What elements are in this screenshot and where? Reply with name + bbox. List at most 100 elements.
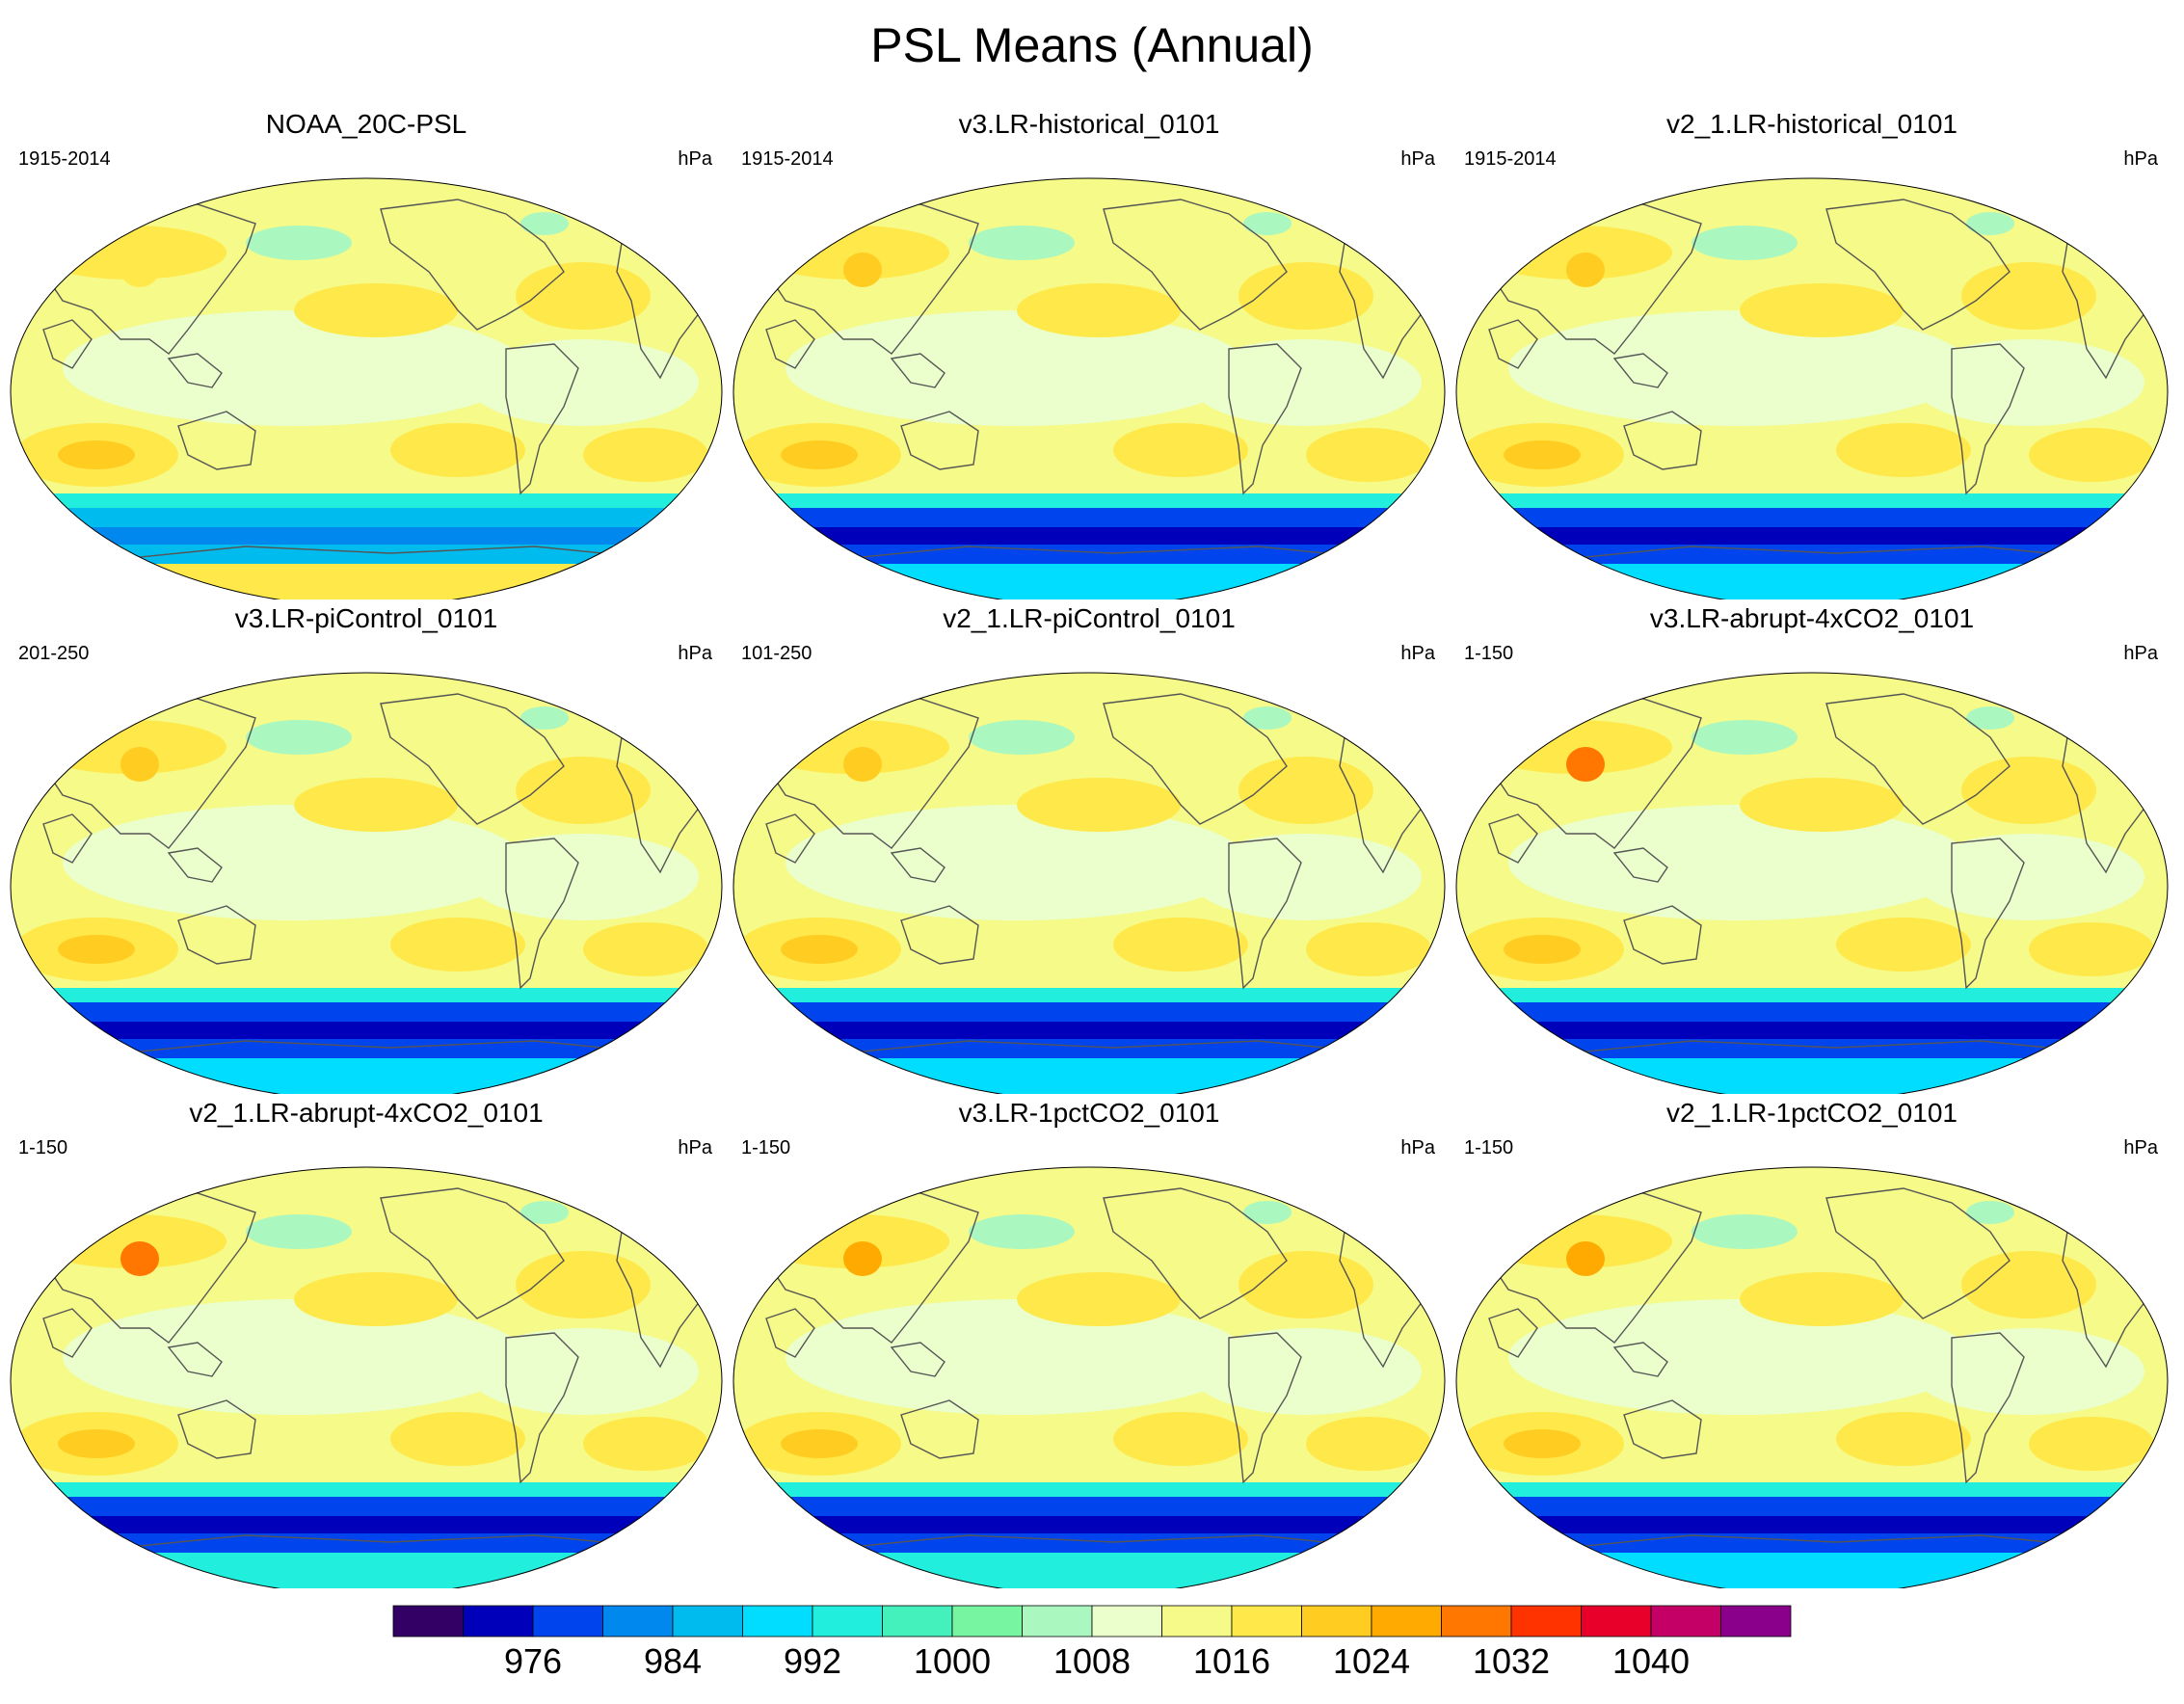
- north-pacific-high: [294, 778, 458, 832]
- map-outline: [732, 177, 1446, 599]
- panel-units: hPa: [1400, 148, 1435, 170]
- southern-ocean-band-1: [1456, 988, 2168, 1002]
- southern-ocean-band-4: [11, 545, 722, 564]
- southern-ocean-band-2: [1456, 1002, 2168, 1022]
- map-panel: v3.LR-historical_0101 1915-2014 hPa: [728, 108, 1451, 599]
- southern-ocean-band-1: [733, 988, 1445, 1002]
- south-atlantic-high: [583, 922, 708, 976]
- south-pacific-high: [1836, 423, 1971, 477]
- panel-title: v3.LR-1pctCO2_0101: [958, 1098, 1220, 1128]
- map-panel: v3.LR-1pctCO2_0101 1-150 hPa: [728, 1097, 1451, 1588]
- southern-ocean-band-1: [11, 1482, 722, 1497]
- southern-ocean-band-1: [733, 1482, 1445, 1497]
- tropical-low-band-east: [467, 834, 699, 920]
- colorbar-swatch: [1371, 1605, 1442, 1637]
- colorbar-swatch: [672, 1605, 743, 1637]
- south-indian-high-core: [1504, 440, 1581, 469]
- map-plot: [10, 177, 723, 599]
- colorbar-label: 1032: [1473, 1641, 1550, 1681]
- southern-ocean-band-3: [11, 1516, 722, 1533]
- panel-title: v2_1.LR-1pctCO2_0101: [1666, 1098, 1958, 1128]
- tropical-low-band-east: [1913, 339, 2144, 426]
- tropical-low-band: [1508, 805, 1971, 920]
- southern-ocean-band-2: [1456, 1497, 2168, 1516]
- icelandic-low: [520, 1201, 569, 1224]
- panel-units: hPa: [678, 1137, 712, 1158]
- map-panel: v2_1.LR-historical_0101 1915-2014 hPa: [1451, 108, 2173, 599]
- colorbar-swatch: [463, 1605, 534, 1637]
- colorbar-label: 1040: [1612, 1641, 1690, 1681]
- southern-ocean-band-4: [1456, 1533, 2168, 1553]
- colorbar-swatch: [392, 1605, 464, 1637]
- panel-title: v2_1.LR-historical_0101: [1666, 109, 1958, 139]
- colorbar-swatch: [1091, 1605, 1162, 1637]
- map-outline: [732, 1166, 1446, 1588]
- tropical-low-band-east: [1913, 834, 2144, 920]
- aleutian-low: [1691, 226, 1798, 260]
- figure-title: PSL Means (Annual): [870, 18, 1314, 72]
- panel-title: NOAA_20C-PSL: [265, 109, 467, 139]
- panel-years: 1915-2014: [1464, 148, 1557, 170]
- north-atlantic-high: [1238, 757, 1373, 824]
- panel-years: 1-150: [1464, 1137, 1514, 1158]
- southern-ocean-band-4: [11, 1039, 722, 1058]
- panel-years: 1915-2014: [741, 148, 834, 170]
- south-pacific-high: [1113, 918, 1248, 972]
- icelandic-low: [1966, 706, 2014, 730]
- map-outline: [10, 177, 723, 599]
- southern-ocean-band-1: [733, 493, 1445, 508]
- south-pacific-high: [1836, 1412, 1971, 1466]
- map-panel: v2_1.LR-abrupt-4xCO2_0101 1-150 hPa: [5, 1097, 728, 1588]
- tropical-low-band-east: [1190, 834, 1422, 920]
- panel-years: 1-150: [741, 1137, 791, 1158]
- map-panel: v2_1.LR-piControl_0101 101-250 hPa: [728, 602, 1451, 1094]
- tibetan-high-core: [120, 1241, 159, 1276]
- map-plot: [732, 1166, 1446, 1588]
- southern-ocean-band-3: [1456, 527, 2168, 545]
- colorbar-swatch: [532, 1605, 603, 1637]
- antarctica-field: [1456, 564, 2168, 599]
- panel-years: 1915-2014: [18, 148, 111, 170]
- colorbar-swatch: [812, 1605, 883, 1637]
- southern-ocean-band-3: [11, 1022, 722, 1039]
- aleutian-low: [246, 226, 352, 260]
- southern-ocean-band-3: [733, 1516, 1445, 1533]
- north-atlantic-high: [1961, 262, 2096, 330]
- south-pacific-high: [390, 1412, 525, 1466]
- icelandic-low: [1243, 212, 1292, 235]
- north-atlantic-high: [1961, 1251, 2096, 1318]
- southern-ocean-band-2: [11, 508, 722, 527]
- southern-ocean-band-4: [733, 1039, 1445, 1058]
- panel-years: 101-250: [741, 643, 812, 664]
- southern-ocean-band-4: [1456, 545, 2168, 564]
- aleutian-low: [246, 1214, 352, 1249]
- antarctica-field: [11, 564, 722, 599]
- panel-units: hPa: [678, 148, 712, 170]
- southern-ocean-band-4: [733, 545, 1445, 564]
- map-outline: [1455, 177, 2169, 599]
- panel-years: 1-150: [18, 1137, 68, 1158]
- southern-ocean-band-1: [1456, 493, 2168, 508]
- icelandic-low: [1966, 1201, 2014, 1224]
- aleutian-low: [969, 1214, 1075, 1249]
- north-pacific-high: [1017, 1272, 1181, 1326]
- tropical-low-band-east: [467, 1328, 699, 1415]
- colorbar-label: 1016: [1193, 1641, 1270, 1681]
- southern-ocean-band-3: [1456, 1022, 2168, 1039]
- southern-ocean-band-4: [11, 1533, 722, 1553]
- south-pacific-high: [1113, 423, 1248, 477]
- south-atlantic-high: [583, 428, 708, 482]
- map-plot: [10, 672, 723, 1094]
- tibetan-high-core: [1566, 1241, 1605, 1276]
- southern-ocean-band-3: [733, 527, 1445, 545]
- colorbar-swatch: [602, 1605, 674, 1637]
- south-pacific-high: [1113, 1412, 1248, 1466]
- north-atlantic-high: [516, 1251, 651, 1318]
- coastlines: [756, 199, 1432, 562]
- southern-ocean-band-4: [733, 1533, 1445, 1553]
- south-indian-high-core: [58, 1429, 135, 1458]
- map-panel: v3.LR-abrupt-4xCO2_0101 1-150 hPa: [1451, 602, 2173, 1094]
- colorbar: 976 984 992 1000 1008 1016 1024 1032 1040: [392, 1605, 1792, 1681]
- panel-units: hPa: [2123, 1137, 2158, 1158]
- panel-title: v3.LR-historical_0101: [958, 109, 1220, 139]
